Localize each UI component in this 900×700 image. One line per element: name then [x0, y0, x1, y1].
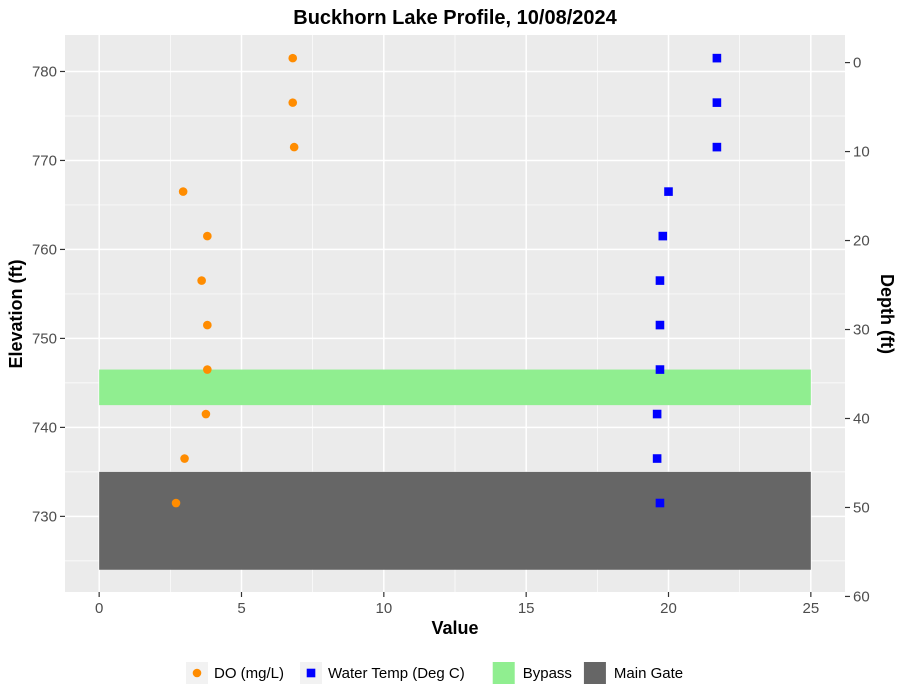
do-point: [203, 320, 212, 330]
y2-tick-label: 0: [853, 55, 861, 72]
temp-point: [652, 454, 662, 463]
do-point: [289, 142, 299, 152]
temp-point: [712, 98, 722, 107]
temp-point: [655, 498, 665, 508]
y-axis-right: 0 10 20 30 40 50 60: [845, 55, 870, 605]
temp-point: [655, 365, 665, 374]
temp-point: [664, 187, 673, 196]
legend-key-temp: [306, 668, 316, 678]
x-tick-label: 10: [375, 600, 392, 617]
legend-key-do: [192, 668, 202, 678]
y-tick-label: 730: [32, 508, 57, 525]
do-point: [201, 409, 211, 419]
y2-axis-title: Depth (ft): [877, 274, 897, 354]
y-axis-left: 730 740 750 760 770 780: [32, 63, 65, 525]
temp-point: [712, 53, 722, 63]
bands: [99, 369, 811, 570]
do-point: [197, 276, 206, 285]
y-tick-label: 770: [32, 152, 57, 169]
temp-point: [655, 320, 665, 330]
y-tick-label: 780: [32, 63, 57, 80]
x-tick-label: 5: [237, 600, 245, 617]
x-axis: 0 5 10 15 20 25: [95, 592, 819, 617]
x-tick-label: 20: [660, 600, 677, 617]
do-point: [178, 187, 188, 196]
y2-tick-label: 40: [853, 410, 870, 427]
legend-label: DO (mg/L): [214, 665, 284, 682]
chart-title: Buckhorn Lake Profile, 10/08/2024: [293, 7, 617, 29]
x-tick-label: 0: [95, 600, 103, 617]
y2-tick-label: 20: [853, 233, 870, 250]
legend-label: Main Gate: [614, 665, 683, 682]
temp-point: [652, 409, 662, 419]
do-point: [288, 53, 298, 63]
data-points: [171, 53, 722, 508]
temp-point: [655, 276, 665, 285]
do-point: [203, 231, 212, 241]
legend: DO (mg/L) Water Temp (Deg C) Bypass Main Ga…: [186, 662, 683, 684]
x-axis-title: Value: [431, 618, 478, 638]
legend-label: Water Temp (Deg C): [328, 665, 465, 682]
legend-key-bypass: [492, 662, 515, 684]
do-point: [171, 498, 181, 508]
y-tick-label: 750: [32, 330, 57, 347]
band-bypass: [99, 369, 811, 406]
y2-tick-label: 50: [853, 499, 870, 516]
y-axis-title: Elevation (ft): [6, 259, 26, 368]
temp-point: [712, 142, 722, 152]
do-point: [203, 365, 212, 374]
y2-tick-label: 60: [853, 588, 870, 605]
legend-label: Bypass: [523, 665, 572, 682]
y-tick-label: 740: [32, 419, 57, 436]
do-point: [180, 454, 189, 463]
y-tick-label: 760: [32, 241, 57, 258]
temp-point: [658, 231, 668, 241]
legend-key-main-gate: [583, 662, 606, 684]
x-tick-label: 15: [518, 600, 535, 617]
y2-tick-label: 10: [853, 144, 870, 161]
y2-tick-label: 30: [853, 322, 870, 339]
x-tick-label: 25: [802, 600, 819, 617]
do-point: [288, 98, 298, 107]
band-main-gate: [99, 471, 811, 570]
